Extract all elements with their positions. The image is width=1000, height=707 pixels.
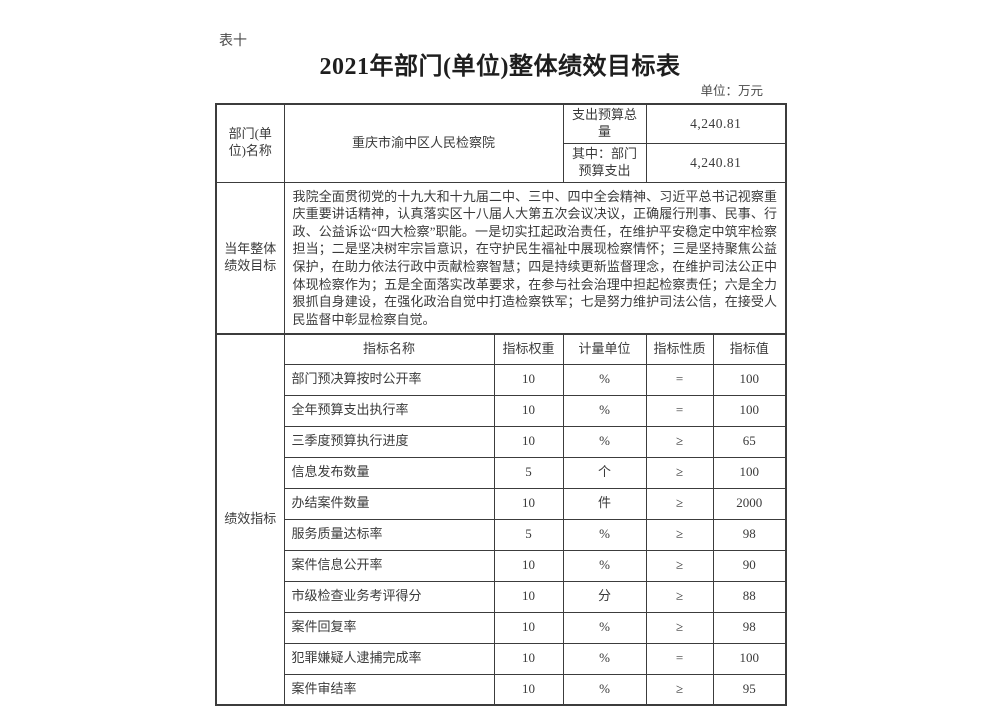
budget-dept-label: 其中：部门预算支出: [562, 142, 647, 183]
indicator-nature: =: [645, 642, 714, 675]
annual-target-label: 当年整体绩效目标: [215, 181, 285, 335]
indicator-name: 案件审结率: [283, 673, 495, 706]
indicator-name: 案件回复率: [283, 611, 495, 644]
measure-unit: %: [562, 611, 647, 644]
indicator-weight: 10: [493, 394, 564, 427]
indicator-row: 信息发布数量 5 个 ≥ 100: [216, 456, 787, 489]
indicator-nature: ≥: [645, 549, 714, 582]
indicator-value: 100: [712, 642, 787, 675]
indicator-name: 全年预算支出执行率: [283, 394, 495, 427]
indicator-weight: 10: [493, 549, 564, 582]
col-header-indicator-value: 指标值: [712, 333, 787, 365]
indicator-value: 65: [712, 425, 787, 458]
col-header-indicator-nature: 指标性质: [645, 333, 714, 365]
indicator-value: 100: [712, 394, 787, 427]
measure-unit: %: [562, 425, 647, 458]
indicator-value: 98: [712, 611, 787, 644]
indicator-row: 案件回复率 10 % ≥ 98: [216, 611, 787, 644]
col-header-indicator-name: 指标名称: [283, 333, 495, 365]
indicator-value: 88: [712, 580, 787, 613]
measure-unit: 个: [562, 456, 647, 489]
page-title: 2021年部门(单位)整体绩效目标表: [319, 54, 681, 80]
indicator-name: 信息发布数量: [283, 456, 495, 489]
indicator-name: 市级检查业务考评得分: [283, 580, 495, 613]
budget-total-label: 支出预算总量: [562, 103, 647, 144]
dept-name-label: 部门(单位)名称: [215, 103, 285, 183]
indicator-value: 98: [712, 518, 787, 551]
indicator-value: 90: [712, 549, 787, 582]
indicator-name: 服务质量达标率: [283, 518, 495, 551]
indicator-row: 市级检查业务考评得分 10 分 ≥ 88: [216, 580, 787, 613]
indicator-nature: =: [645, 394, 714, 427]
measure-unit: %: [562, 642, 647, 675]
indicator-weight: 10: [493, 425, 564, 458]
indicator-name: 犯罪嫌疑人逮捕完成率: [283, 642, 495, 675]
indicator-weight: 5: [493, 456, 564, 489]
unit-note: 单位：万元: [700, 84, 763, 98]
measure-unit: 分: [562, 580, 647, 613]
indicator-nature: ≥: [645, 518, 714, 551]
indicator-nature: =: [645, 363, 714, 396]
measure-unit: %: [562, 394, 647, 427]
indicator-row: 全年预算支出执行率 10 % = 100: [216, 394, 787, 427]
indicator-nature: ≥: [645, 487, 714, 520]
dept-name-value: 重庆市渝中区人民检察院: [283, 103, 564, 183]
measure-unit: %: [562, 673, 647, 706]
col-header-indicator-weight: 指标权重: [493, 333, 564, 365]
budget-total-value: 4,240.81: [645, 103, 787, 144]
annual-target-label-text: 当年整体绩效目标: [224, 241, 277, 273]
indicator-name: 三季度预算执行进度: [283, 425, 495, 458]
indicator-name: 部门预决算按时公开率: [283, 363, 495, 396]
table-number-label: 表十: [219, 34, 247, 49]
indicator-row: 三季度预算执行进度 10 % ≥ 65: [216, 425, 787, 458]
indicator-nature: ≥: [645, 580, 714, 613]
indicator-weight: 10: [493, 611, 564, 644]
budget-dept-value: 4,240.81: [645, 142, 787, 183]
indicator-row: 案件审结率 10 % ≥ 95: [216, 673, 787, 706]
indicator-value: 100: [712, 456, 787, 489]
measure-unit: %: [562, 363, 647, 396]
indicator-value: 95: [712, 673, 787, 706]
indicator-weight: 10: [493, 487, 564, 520]
indicator-name: 案件信息公开率: [283, 549, 495, 582]
annual-target-text: 我院全面贯彻党的十九大和十九届二中、三中、四中全会精神、习近平总书记视察重庆重要…: [283, 181, 787, 335]
indicator-row: 服务质量达标率 5 % ≥ 98: [216, 518, 787, 551]
indicator-weight: 10: [493, 642, 564, 675]
indicator-weight: 5: [493, 518, 564, 551]
indicator-weight: 10: [493, 580, 564, 613]
indicator-weight: 10: [493, 363, 564, 396]
measure-unit: %: [562, 518, 647, 551]
col-header-measure-unit: 计量单位: [562, 333, 647, 365]
indicator-weight: 10: [493, 673, 564, 706]
indicator-row: 犯罪嫌疑人逮捕完成率 10 % = 100: [216, 642, 787, 675]
indicator-value: 100: [712, 363, 787, 396]
measure-unit: %: [562, 549, 647, 582]
indicator-nature: ≥: [645, 673, 714, 706]
performance-target-table: 部门(单位)名称 重庆市渝中区人民检察院 支出预算总量 4,240.81 其中：…: [215, 103, 788, 707]
indicator-row: 案件信息公开率 10 % ≥ 90: [216, 549, 787, 582]
measure-unit: 件: [562, 487, 647, 520]
indicator-nature: ≥: [645, 611, 714, 644]
indicator-nature: ≥: [645, 456, 714, 489]
indicator-name: 办结案件数量: [283, 487, 495, 520]
indicator-row: 办结案件数量 10 件 ≥ 2000: [216, 487, 787, 520]
indicator-row: 部门预决算按时公开率 10 % = 100: [216, 363, 787, 396]
indicator-nature: ≥: [645, 425, 714, 458]
indicator-section-label: 绩效指标: [215, 333, 285, 706]
indicator-value: 2000: [712, 487, 787, 520]
